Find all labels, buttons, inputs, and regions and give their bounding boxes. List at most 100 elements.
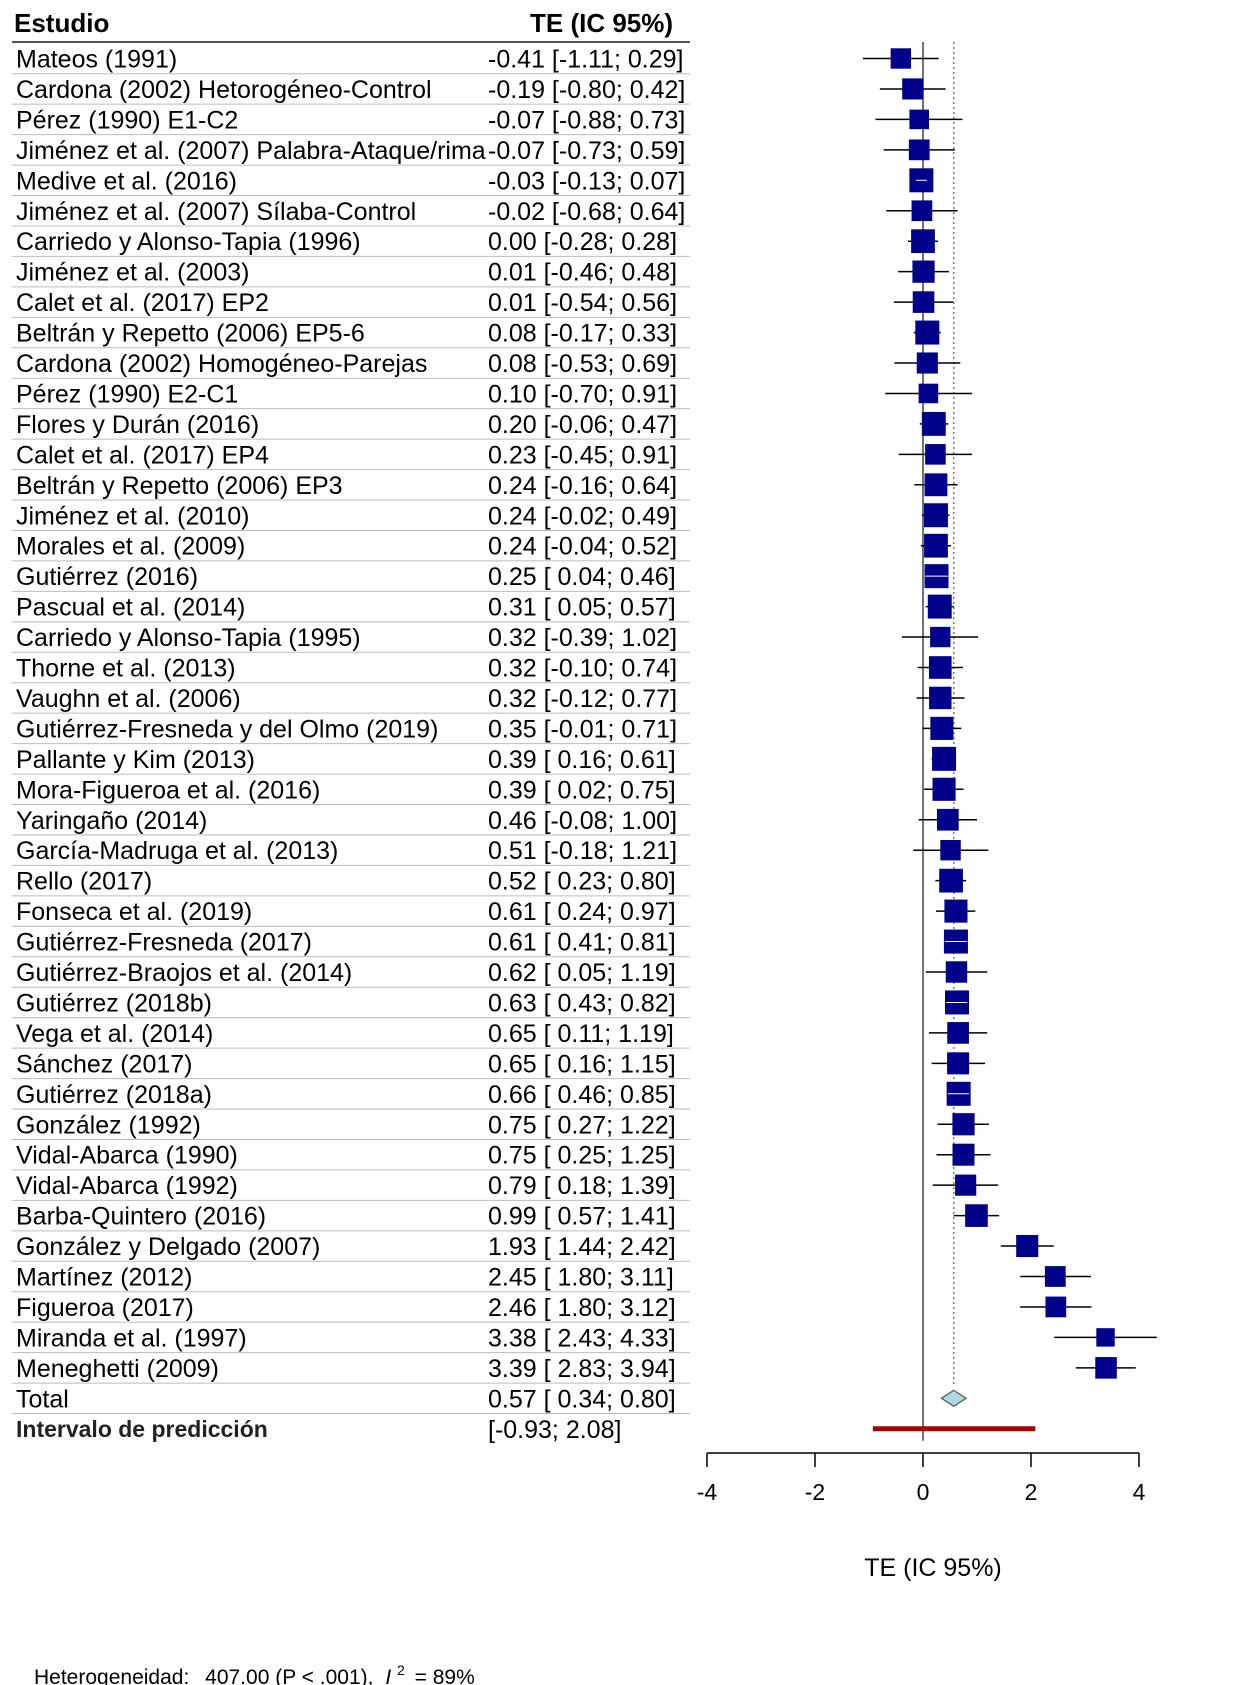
effect-square (909, 109, 929, 130)
study-label: Gutiérrez (2018b) (16, 989, 212, 1017)
study-label: Barba-Quintero (2016) (16, 1203, 266, 1231)
study-label: Morales et al. (2009) (16, 533, 245, 561)
study-label: Vidal-Abarca (1992) (16, 1172, 238, 1200)
x-tick-label: -4 (697, 1479, 718, 1505)
x-tick-label: 2 (1025, 1479, 1038, 1505)
effect-square (937, 808, 959, 831)
study-label: Miranda et al. (1997) (16, 1324, 247, 1352)
effect-square (947, 1052, 970, 1075)
study-label: Thorne et al. (2013) (16, 655, 236, 683)
study-label: Jiménez et al. (2007) Palabra-Ataque/rim… (16, 137, 486, 165)
effect-square (924, 473, 948, 497)
study-label: Gutiérrez-Fresneda y del Olmo (2019) (16, 715, 438, 743)
study-effect-ci: 0.20 [-0.06; 0.47] (488, 411, 677, 439)
study-label: Gutiérrez (2018a) (16, 1081, 212, 1109)
effect-square (890, 48, 912, 69)
effect-square (1096, 1328, 1115, 1347)
study-label: Calet et al. (2017) EP2 (16, 289, 269, 317)
study-effect-ci: 0.31 [ 0.05; 0.57] (488, 594, 676, 622)
study-effect-ci: 0.63 [ 0.43; 0.82] (488, 989, 676, 1017)
study-effect-ci: 0.08 [-0.17; 0.33] (488, 320, 677, 348)
effect-square (939, 868, 963, 893)
study-label: Carriedo y Alonso-Tapia (1995) (16, 624, 361, 652)
heterogeneity-i2-symbol: I (385, 1666, 391, 1685)
study-effect-ci: -0.07 [-0.88; 0.73] (488, 106, 685, 134)
study-label: García-Madruga et al. (2013) (16, 837, 338, 865)
study-effect-ci: 0.32 [-0.12; 0.77] (488, 685, 677, 713)
study-label: Calet et al. (2017) EP4 (16, 441, 269, 469)
study-effect-ci: 0.52 [ 0.23; 0.80] (488, 868, 676, 896)
study-effect-ci: 3.39 [ 2.83; 3.94] (488, 1355, 676, 1383)
study-label: Cardona (2002) Homogéneo-Parejas (16, 350, 427, 378)
header-effect: TE (IC 95%) (530, 8, 673, 38)
effect-square (924, 533, 948, 558)
study-label: Gutiérrez-Braojos et al. (2014) (16, 959, 352, 987)
study-effect-ci: 0.25 [ 0.04; 0.46] (488, 563, 676, 591)
effect-square (915, 320, 940, 345)
effect-square (945, 961, 968, 983)
study-rows: Mateos (1991) -0.41 [-1.11; 0.29] Cardona … (16, 46, 685, 1444)
study-label: Martínez (2012) (16, 1264, 192, 1292)
study-effect-ci: -0.41 [-1.11; 0.29] (488, 46, 684, 74)
study-effect-ci: 0.08 [-0.53; 0.69] (488, 350, 677, 378)
effect-square (923, 503, 948, 528)
study-effect-ci: 0.10 [-0.70; 0.91] (488, 380, 677, 408)
study-label: Fonseca et al. (2019) (16, 898, 252, 926)
total-effect-ci: 0.57 [ 0.34; 0.80] (488, 1385, 676, 1413)
study-label: Pallante y Kim (2013) (16, 746, 255, 774)
effect-square (947, 1022, 969, 1044)
x-tick-label: 0 (917, 1479, 930, 1505)
study-effect-ci: 2.46 [ 1.80; 3.12] (488, 1294, 676, 1322)
study-effect-ci: 0.01 [-0.54; 0.56] (488, 289, 677, 317)
effect-square (929, 686, 952, 710)
study-effect-ci: 0.61 [ 0.41; 0.81] (488, 929, 676, 957)
study-label: Vega et al. (2014) (16, 1020, 213, 1048)
study-label: Yaringaño (2014) (16, 807, 207, 835)
study-effect-ci: 0.01 [-0.46; 0.48] (488, 259, 677, 287)
study-label: Beltrán y Repetto (2006) EP5-6 (16, 320, 365, 348)
study-label: Gutiérrez-Fresneda (2017) (16, 929, 312, 957)
study-label: Mateos (1991) (16, 46, 177, 74)
study-effect-ci: 0.24 [-0.02; 0.49] (488, 502, 677, 530)
study-label: Jiménez et al. (2007) Sílaba-Control (16, 198, 416, 226)
study-label: González (1992) (16, 1111, 201, 1139)
effect-square (912, 260, 935, 283)
effect-square (944, 899, 968, 923)
effect-square (1095, 1357, 1117, 1379)
heterogeneity-q: 407.00 (P < .001), (205, 1666, 373, 1685)
prediction-interval-label: Intervalo de predicción (16, 1416, 268, 1442)
study-label: González y Delgado (2007) (16, 1233, 320, 1261)
study-label: Figueroa (2017) (16, 1294, 194, 1322)
study-label: Vidal-Abarca (1990) (16, 1142, 238, 1170)
effect-square (921, 411, 946, 436)
table-header: Estudio TE (IC 95%) (14, 8, 673, 38)
study-effect-ci: 0.62 [ 0.05; 1.19] (488, 959, 676, 987)
heterogeneity-label: Heterogeneidad: (34, 1666, 189, 1685)
study-effect-ci: 0.75 [ 0.27; 1.22] (488, 1111, 676, 1139)
prediction-interval-ci: [-0.93; 2.08] (488, 1416, 621, 1444)
plot-area (863, 42, 1157, 1441)
x-axis: -4 -2 0 2 4 (697, 1452, 1146, 1505)
study-effect-ci: 0.46 [-0.08; 1.00] (488, 807, 677, 835)
effect-square (1045, 1296, 1067, 1318)
study-label: Jiménez et al. (2010) (16, 502, 249, 530)
summary-diamond (940, 1389, 968, 1408)
study-effect-ci: -0.02 [-0.68; 0.64] (488, 198, 685, 226)
effect-square (952, 1143, 975, 1166)
effect-square (932, 746, 957, 771)
effect-square (930, 716, 954, 740)
study-label: Gutiérrez (2016) (16, 563, 198, 591)
study-label: Flores y Durán (2016) (16, 411, 259, 439)
effect-square (965, 1204, 988, 1227)
header-study: Estudio (14, 8, 109, 38)
study-label: Sánchez (2017) (16, 1050, 193, 1078)
study-effect-ci: 0.79 [ 0.18; 1.39] (488, 1172, 676, 1200)
study-effect-ci: -0.03 [-0.13; 0.07] (488, 167, 685, 195)
study-label: Medive et al. (2016) (16, 167, 237, 195)
row-separators (12, 41, 690, 1415)
study-effect-ci: -0.07 [-0.73; 0.59] (488, 137, 685, 165)
study-effect-ci: 0.24 [-0.16; 0.64] (488, 472, 677, 500)
study-label: Cardona (2002) Hetorogéneo-Control (16, 76, 432, 104)
study-effect-ci: 0.35 [-0.01; 0.71] (488, 715, 677, 743)
